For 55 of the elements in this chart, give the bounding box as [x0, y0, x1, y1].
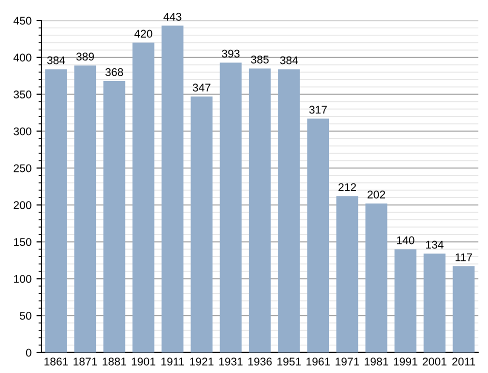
x-tick-label: 1911: [161, 358, 184, 366]
bar: [190, 96, 213, 352]
bar: [248, 68, 271, 352]
bar: [424, 254, 446, 352]
x-tick-label: 1931: [219, 358, 243, 366]
bar: [365, 203, 388, 352]
bar: [394, 249, 416, 352]
bar: [307, 118, 330, 352]
y-tick-label: 0: [26, 348, 32, 357]
bar: [132, 42, 154, 352]
bar: [220, 62, 242, 352]
data-label: 385: [251, 56, 269, 64]
data-label: 420: [134, 30, 152, 38]
bar: [452, 266, 475, 352]
y-tick-label: 100: [14, 274, 32, 283]
bar: [278, 69, 300, 352]
data-label: 140: [397, 236, 414, 244]
y-tick-label: 450: [13, 16, 32, 25]
x-tick-label: 1961: [306, 358, 330, 366]
x-tick-label: 2001: [422, 358, 446, 366]
data-label: 212: [338, 183, 356, 192]
y-tick-label: 350: [14, 90, 32, 98]
y-tick-label: 200: [14, 201, 32, 210]
bar: [74, 66, 96, 352]
y-tick-label: 300: [14, 127, 32, 136]
y-tick-label: 400: [13, 54, 32, 62]
y-tick-label: 50: [20, 312, 32, 320]
data-label: 347: [192, 84, 210, 92]
data-label: 202: [368, 190, 386, 198]
data-label: 443: [163, 12, 182, 21]
y-tick-label: 250: [14, 164, 32, 172]
x-tick-label: 1971: [336, 358, 360, 366]
x-tick-label: 1951: [277, 358, 301, 366]
x-tick-label: 1936: [248, 358, 272, 366]
data-label: 389: [76, 52, 94, 61]
bar: [45, 69, 67, 352]
bar: [336, 196, 358, 352]
x-tick-label: 1991: [394, 358, 418, 366]
x-tick-label: 2011: [452, 358, 476, 366]
x-tick-label: 1921: [190, 358, 214, 366]
data-label: 134: [426, 240, 444, 249]
x-tick-label: 1871: [74, 358, 97, 366]
data-label: 384: [47, 56, 65, 64]
x-tick-label: 1901: [132, 358, 156, 366]
data-label: 393: [222, 50, 240, 58]
bar: [162, 26, 184, 352]
data-label: 368: [105, 68, 124, 76]
data-label: 117: [456, 253, 472, 262]
x-tick-label: 1981: [364, 358, 388, 366]
bar: [103, 81, 126, 352]
x-tick-label: 1861: [44, 358, 68, 366]
y-tick-label: 150: [14, 238, 32, 246]
data-label: 317: [309, 106, 327, 114]
data-label: 384: [280, 56, 298, 64]
x-tick-label: 1881: [102, 358, 126, 366]
